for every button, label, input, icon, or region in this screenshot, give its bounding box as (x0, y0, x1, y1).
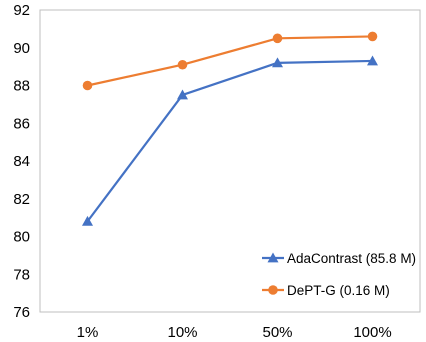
y-tick-label: 92 (13, 2, 30, 19)
data-point-marker (82, 80, 93, 91)
y-axis-tick-labels: 76 78 80 82 84 86 88 90 92 (13, 2, 30, 321)
x-tick-label: 10% (167, 324, 197, 341)
legend-marker (268, 285, 278, 295)
legend-label: DePT-G (0.16 M) (287, 283, 390, 298)
series-group (82, 31, 378, 226)
y-tick-label: 76 (13, 304, 30, 321)
series-line (87, 35, 373, 87)
data-point-marker (367, 31, 378, 42)
y-tick-label: 90 (13, 40, 30, 57)
data-point-marker (177, 89, 188, 100)
legend-marker (267, 252, 279, 263)
legend: AdaContrast (85.8 M) DePT-G (0.16 M) (262, 251, 416, 298)
x-tick-label: 1% (77, 324, 99, 341)
plot-frame (39, 9, 421, 313)
legend-label: AdaContrast (85.8 M) (287, 251, 416, 266)
x-tick-label: 50% (262, 324, 292, 341)
data-point-marker (82, 215, 93, 226)
data-point-marker (272, 33, 283, 44)
y-tick-label: 86 (13, 115, 30, 132)
data-point-marker (367, 55, 378, 66)
y-tick-label: 82 (13, 191, 30, 208)
series-line (86, 59, 373, 223)
y-tick-label: 84 (13, 153, 30, 170)
y-tick-label: 78 (13, 266, 30, 283)
y-tick-label: 88 (13, 78, 30, 95)
data-point-marker (272, 57, 283, 68)
legend-item: AdaContrast (85.8 M) (262, 251, 416, 266)
x-axis-tick-labels: 1% 10% 50% 100% (77, 324, 392, 341)
y-tick-label: 80 (13, 229, 30, 246)
legend-item: DePT-G (0.16 M) (262, 283, 390, 298)
x-tick-label: 100% (353, 324, 391, 341)
data-point-marker (177, 59, 188, 70)
series-2 (82, 31, 378, 91)
series-1 (82, 55, 378, 226)
